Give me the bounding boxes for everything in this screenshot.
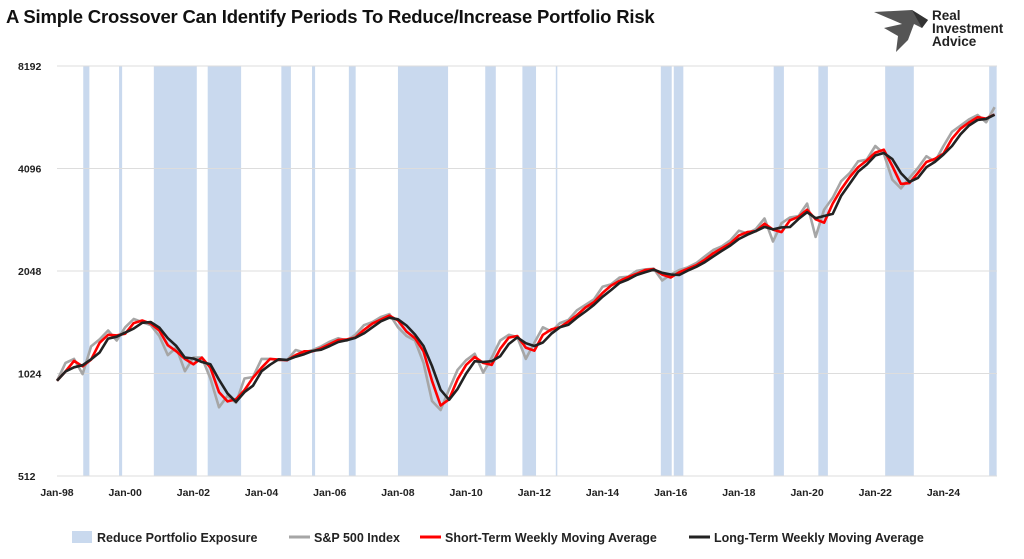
eagle-icon: [874, 10, 928, 52]
y-tick-label: 8192: [18, 61, 42, 73]
x-tick-label: Jan-18: [722, 487, 755, 499]
x-tick-label: Jan-98: [40, 487, 73, 499]
legend-swatch-reduce: [72, 531, 92, 543]
x-tick-label: Jan-10: [449, 487, 482, 499]
logo-line: Advice: [932, 34, 977, 49]
x-tick-label: Jan-06: [313, 487, 346, 499]
x-tick-label: Jan-08: [381, 487, 414, 499]
legend-label-reduce: Reduce Portfolio Exposure: [97, 531, 257, 545]
chart-title: A Simple Crossover Can Identify Periods …: [6, 6, 655, 27]
y-tick-label: 512: [18, 471, 36, 483]
logo-text: Real Investment Advice: [932, 8, 1004, 49]
x-tick-label: Jan-24: [927, 487, 960, 499]
legend-label-short-ma: Short-Term Weekly Moving Average: [445, 531, 657, 545]
x-tick-label: Jan-02: [177, 487, 210, 499]
x-tick-label: Jan-14: [586, 487, 619, 499]
legend-label-sp500: S&P 500 Index: [314, 531, 400, 545]
logo-line: Real: [932, 8, 961, 23]
x-tick-label: Jan-20: [790, 487, 823, 499]
x-tick-label: Jan-22: [859, 487, 892, 499]
y-tick-label: 2048: [18, 266, 42, 278]
logo-line: Investment: [932, 21, 1004, 36]
short-ma-line: [56, 113, 996, 407]
y-tick-label: 4096: [18, 164, 42, 176]
legend-label-long-ma: Long-Term Weekly Moving Average: [714, 531, 924, 545]
x-tick-label: Jan-00: [109, 487, 142, 499]
long-ma-line: [56, 113, 996, 404]
y-tick-label: 1024: [18, 369, 42, 381]
x-tick-label: Jan-16: [654, 487, 687, 499]
x-tick-label: Jan-04: [245, 487, 278, 499]
x-tick-label: Jan-12: [518, 487, 551, 499]
sp500-line: [55, 106, 996, 412]
